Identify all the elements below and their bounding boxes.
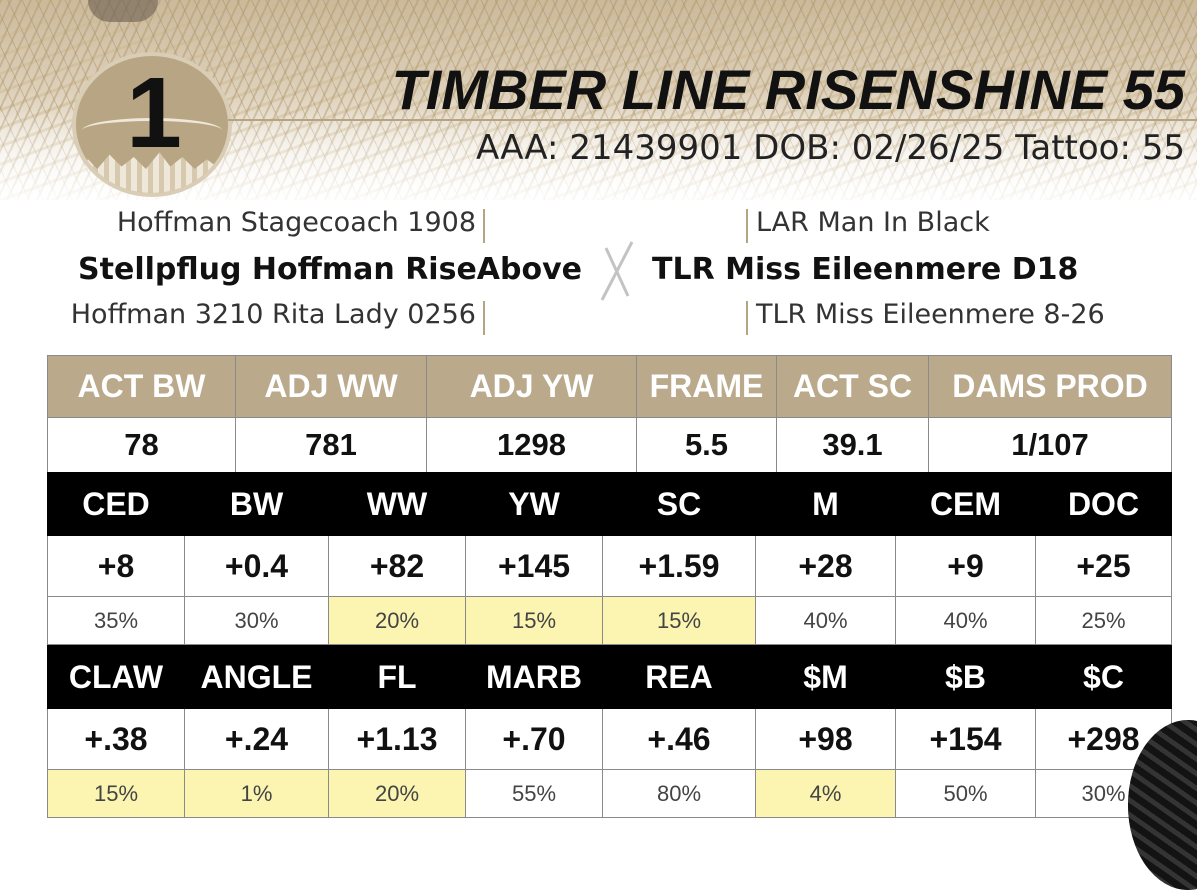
tire-image [1128, 720, 1197, 890]
pct-fl: 20% [328, 769, 466, 818]
pct-dollar-m: 4% [755, 769, 896, 818]
epd-ced: +8 [47, 535, 185, 597]
performance-value-row: 78 781 1298 5.5 39.1 1/107 [47, 417, 1172, 473]
registration-line: AAA: 21439901 DOB: 02/26/25 Tattoo: 55 [475, 128, 1185, 168]
header-angle: ANGLE [184, 645, 329, 709]
sire-dam: Hoffman 3210 Rita Lady 0256 [70, 299, 476, 330]
header-sc: SC [602, 472, 756, 536]
header-adj-yw: ADJ YW [426, 355, 637, 418]
value-act-sc: 39.1 [776, 417, 929, 473]
epd-percentile-row: 15% 1% 20% 55% 80% 4% 50% 30% [47, 769, 1172, 818]
pct-angle: 1% [184, 769, 329, 818]
epd-doc: +25 [1035, 535, 1172, 597]
epd-table-1: CED BW WW YW SC M CEM DOC +8 +0.4 +82 +1… [47, 472, 1172, 645]
pct-bw: 30% [184, 596, 329, 645]
epd-value-row: +.38 +.24 +1.13 +.70 +.46 +98 +154 +298 [47, 708, 1172, 770]
epd-yw: +145 [465, 535, 603, 597]
epd-bw: +0.4 [184, 535, 329, 597]
value-act-bw: 78 [47, 417, 236, 473]
lot-number: 1 [126, 57, 182, 169]
pct-ced: 35% [47, 596, 185, 645]
animal-name: TIMBER LINE RISENSHINE 55 [391, 58, 1185, 121]
performance-table: ACT BW ADJ WW ADJ YW FRAME ACT SC DAMS P… [47, 355, 1172, 473]
epd-cem: +9 [895, 535, 1036, 597]
epd-rea: +.46 [602, 708, 756, 770]
value-adj-ww: 781 [235, 417, 427, 473]
header-yw: YW [465, 472, 603, 536]
epd-value-row: +8 +0.4 +82 +145 +1.59 +28 +9 +25 [47, 535, 1172, 597]
cross-mark-icon [600, 241, 634, 301]
sire-sire: Hoffman Stagecoach 1908 [116, 207, 476, 238]
pct-doc: 25% [1035, 596, 1172, 645]
epd-header-row: CLAW ANGLE FL MARB REA $M $B $C [47, 645, 1172, 709]
header-act-sc: ACT SC [776, 355, 929, 418]
header-fl: FL [328, 645, 466, 709]
header-claw: CLAW [47, 645, 185, 709]
epd-header-row: CED BW WW YW SC M CEM DOC [47, 472, 1172, 536]
header-frame: FRAME [636, 355, 777, 418]
header-doc: DOC [1035, 472, 1172, 536]
pct-claw: 15% [47, 769, 185, 818]
value-frame: 5.5 [636, 417, 777, 473]
epd-fl: +1.13 [328, 708, 466, 770]
epd-percentile-row: 35% 30% 20% 15% 15% 40% 40% 25% [47, 596, 1172, 645]
header-m: M [755, 472, 896, 536]
pedigree-bar [483, 301, 485, 335]
epd-angle: +.24 [184, 708, 329, 770]
background-shadow [88, 0, 158, 22]
header-dollar-m: $M [755, 645, 896, 709]
header-rea: REA [602, 645, 756, 709]
pct-sc: 15% [602, 596, 756, 645]
epd-dollar-b: +154 [895, 708, 1036, 770]
header-dollar-b: $B [895, 645, 1036, 709]
epd-dollar-m: +98 [755, 708, 896, 770]
value-dams-prod: 1/107 [928, 417, 1172, 473]
sire-name: Stellpflug Hoffman RiseAbove [78, 252, 582, 287]
ranch-logo [72, 52, 232, 197]
dam-sire: LAR Man In Black [756, 207, 990, 238]
header-adj-ww: ADJ WW [235, 355, 427, 418]
pedigree-bar [746, 301, 748, 335]
header-rule [228, 119, 1197, 121]
pedigree-bar [483, 209, 485, 243]
epd-table-2: CLAW ANGLE FL MARB REA $M $B $C +.38 +.2… [47, 645, 1172, 818]
header-dams-prod: DAMS PROD [928, 355, 1172, 418]
value-adj-yw: 1298 [426, 417, 637, 473]
performance-header-row: ACT BW ADJ WW ADJ YW FRAME ACT SC DAMS P… [47, 355, 1172, 418]
pct-cem: 40% [895, 596, 1036, 645]
header-cem: CEM [895, 472, 1036, 536]
pedigree-bar [746, 209, 748, 243]
header-act-bw: ACT BW [47, 355, 236, 418]
epd-sc: +1.59 [602, 535, 756, 597]
header-marb: MARB [465, 645, 603, 709]
pct-m: 40% [755, 596, 896, 645]
header-ww: WW [328, 472, 466, 536]
header-ced: CED [47, 472, 185, 536]
dam-dam: TLR Miss Eileenmere 8-26 [756, 299, 1105, 330]
epd-ww: +82 [328, 535, 466, 597]
pct-yw: 15% [465, 596, 603, 645]
logo-ridge [82, 118, 222, 143]
header-bw: BW [184, 472, 329, 536]
pct-ww: 20% [328, 596, 466, 645]
epd-claw: +.38 [47, 708, 185, 770]
epd-m: +28 [755, 535, 896, 597]
pct-dollar-b: 50% [895, 769, 1036, 818]
dam-name: TLR Miss Eileenmere D18 [652, 252, 1079, 287]
epd-marb: +.70 [465, 708, 603, 770]
pct-rea: 80% [602, 769, 756, 818]
header-dollar-c: $C [1035, 645, 1172, 709]
pct-marb: 55% [465, 769, 603, 818]
